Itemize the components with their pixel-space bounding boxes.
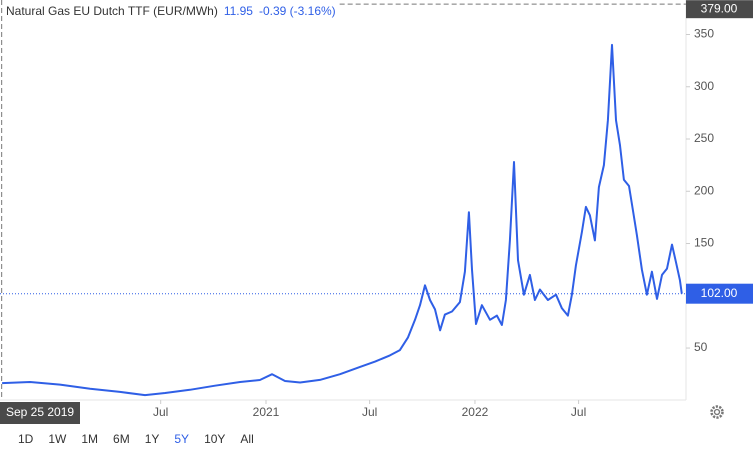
- y-tick-label: 50: [694, 340, 708, 354]
- settings-icon[interactable]: [710, 405, 724, 419]
- range-button[interactable]: 10Y: [204, 432, 225, 446]
- price-line: [2, 43, 683, 397]
- price-change: -0.39 (-3.16%): [259, 4, 336, 18]
- x-tick-label: Jul: [362, 405, 377, 419]
- y-tick-label: 150: [694, 236, 714, 250]
- y-tick-label: 250: [694, 131, 714, 145]
- x-tick-label: Jul: [571, 405, 586, 419]
- range-button[interactable]: 5Y: [174, 432, 189, 446]
- range-button[interactable]: 1M: [81, 432, 98, 446]
- range-button[interactable]: 1Y: [145, 432, 160, 446]
- range-button[interactable]: 6M: [113, 432, 130, 446]
- crosshair-y-box: [686, 0, 753, 19]
- range-button[interactable]: 1W: [48, 432, 67, 446]
- x-tick-label: 2022: [462, 405, 489, 419]
- y-tick-label: 300: [694, 79, 714, 93]
- x-tick-label: Jul: [153, 405, 168, 419]
- last-price-box: [686, 283, 753, 304]
- chart-title: Natural Gas EU Dutch TTF (EUR/MWh): [6, 4, 218, 18]
- y-tick-label: 350: [694, 27, 714, 41]
- price: 11.95: [224, 4, 253, 18]
- x-tick-label: 2021: [253, 405, 280, 419]
- range-button[interactable]: 1D: [18, 432, 34, 446]
- crosshair-x-box: [0, 402, 80, 424]
- crosshair-x-label: Sep 25 2019: [6, 405, 74, 419]
- range-button[interactable]: All: [240, 432, 253, 446]
- crosshair-y-label: 379.00: [701, 1, 738, 15]
- last-price-label: 102.00: [701, 286, 738, 300]
- y-tick-label: 200: [694, 183, 714, 197]
